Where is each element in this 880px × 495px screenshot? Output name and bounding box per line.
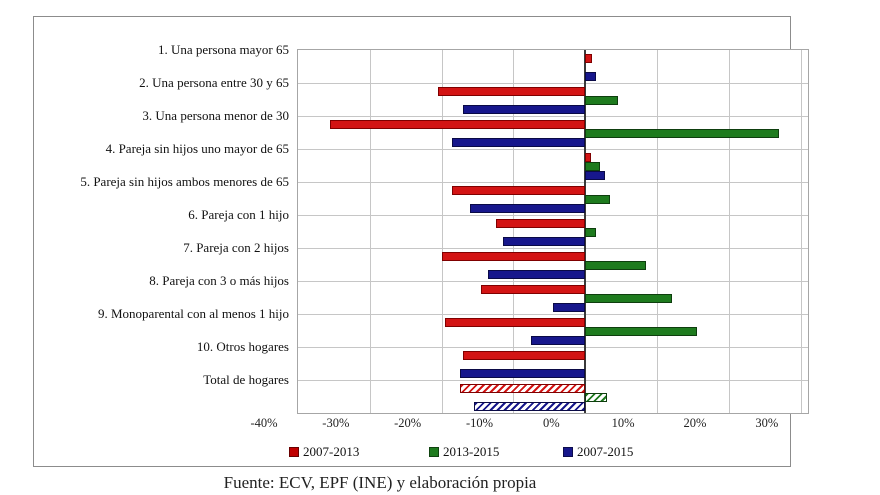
horizontal-gridline [298, 215, 808, 216]
bar-2013-2015 [585, 294, 672, 303]
source-caption: Fuente: ECV, EPF (INE) y elaboración pro… [223, 473, 537, 492]
legend-item: 2007-2015 [563, 444, 633, 460]
x-tick-label: 20% [683, 416, 707, 430]
horizontal-gridline [298, 116, 808, 117]
category-label: 2. Una persona entre 30 y 65 [139, 75, 289, 90]
x-tick-label: 30% [755, 416, 779, 430]
bar-2013-2015 [585, 228, 597, 237]
bar-2007-2015 [531, 336, 586, 345]
x-tick-label: -20% [394, 416, 422, 430]
horizontal-gridline [298, 182, 808, 183]
category-label: 10. Otros hogares [196, 339, 289, 354]
bar-2007-2015 [488, 270, 586, 279]
bar-2007-2013 [452, 186, 586, 195]
legend-item: 2007-2013 [289, 444, 359, 460]
category-label: 7. Pareja con 2 hijos [183, 240, 289, 255]
bar-2013-2015 [585, 327, 697, 336]
category-label: Total de hogares [203, 372, 289, 387]
legend-swatch-icon [563, 447, 573, 457]
legend-swatch-icon [289, 447, 299, 457]
bar-hatched-2013-2015 [585, 393, 607, 402]
bar-2007-2013 [463, 351, 586, 360]
bar-2013-2015 [585, 195, 611, 204]
legend-label: 2013-2015 [443, 444, 500, 459]
chart-outer-frame: 1. Una persona mayor 65 2. Una persona en… [33, 16, 809, 467]
bar-2007-2013 [330, 120, 586, 129]
vertical-gridline [657, 50, 659, 413]
legend-swatch-icon [429, 447, 439, 457]
bar-2013-2015 [585, 96, 618, 105]
horizontal-gridline [298, 83, 808, 84]
category-label: 8. Pareja con 3 o más hijos [149, 273, 289, 288]
bar-2007-2015 [459, 369, 586, 378]
horizontal-gridline [298, 347, 808, 348]
bar-2007-2015 [452, 138, 586, 147]
category-label: 4. Pareja sin hijos uno mayor de 65 [105, 141, 289, 156]
horizontal-gridline [298, 314, 808, 315]
bar-2007-2015 [502, 237, 586, 246]
category-label: 5. Pareja sin hijos ambos menores de 65 [80, 174, 289, 189]
vertical-gridline [728, 50, 730, 413]
bar-2007-2013 [438, 87, 586, 96]
bar-2007-2013 [445, 318, 586, 327]
legend-item: 2013-2015 [429, 444, 499, 460]
bar-2013-2015 [585, 129, 780, 138]
x-tick-label: -10% [465, 416, 494, 430]
vertical-gridline [800, 50, 802, 413]
bar-hatched-2007-2015 [473, 402, 586, 411]
legend-label: 2007-2015 [577, 444, 634, 459]
bar-hatched-2007-2013 [459, 384, 586, 393]
plot-area [297, 49, 809, 414]
x-tick-label: 0% [542, 416, 560, 430]
x-tick-label: 10% [611, 416, 635, 430]
category-label: 3. Una persona menor de 30 [142, 108, 289, 123]
bar-2007-2013 [585, 153, 592, 162]
vertical-gridline [513, 50, 515, 413]
x-tick-label: -30% [322, 416, 350, 430]
horizontal-gridline [298, 380, 808, 381]
bar-2007-2013 [441, 252, 586, 261]
category-label: 6. Pareja con 1 hijo [188, 207, 289, 222]
horizontal-gridline [298, 248, 808, 249]
bar-2007-2015 [553, 303, 586, 312]
vertical-gridline [441, 50, 443, 413]
bar-2007-2015 [585, 171, 605, 180]
bar-2013-2015 [585, 162, 600, 171]
bar-2007-2013 [495, 219, 586, 228]
bar-2007-2013 [481, 285, 586, 294]
category-label: 9. Monoparental con al menos 1 hijo [98, 306, 289, 321]
x-tick-label: -40% [250, 416, 278, 430]
bar-2007-2015 [470, 204, 586, 213]
horizontal-gridline [298, 149, 808, 150]
bar-2007-2013 [585, 54, 593, 63]
vertical-gridline [369, 50, 371, 413]
bar-2007-2015 [585, 72, 597, 81]
bar-2007-2015 [463, 105, 586, 114]
legend-label: 2007-2013 [303, 444, 360, 459]
category-label: 1. Una persona mayor 65 [157, 42, 289, 57]
horizontal-gridline [298, 281, 808, 282]
bar-2013-2015 [585, 261, 647, 270]
